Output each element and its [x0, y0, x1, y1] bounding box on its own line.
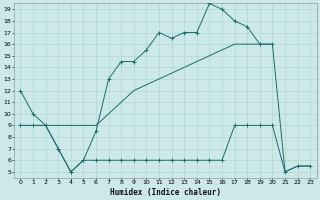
- X-axis label: Humidex (Indice chaleur): Humidex (Indice chaleur): [110, 188, 221, 197]
